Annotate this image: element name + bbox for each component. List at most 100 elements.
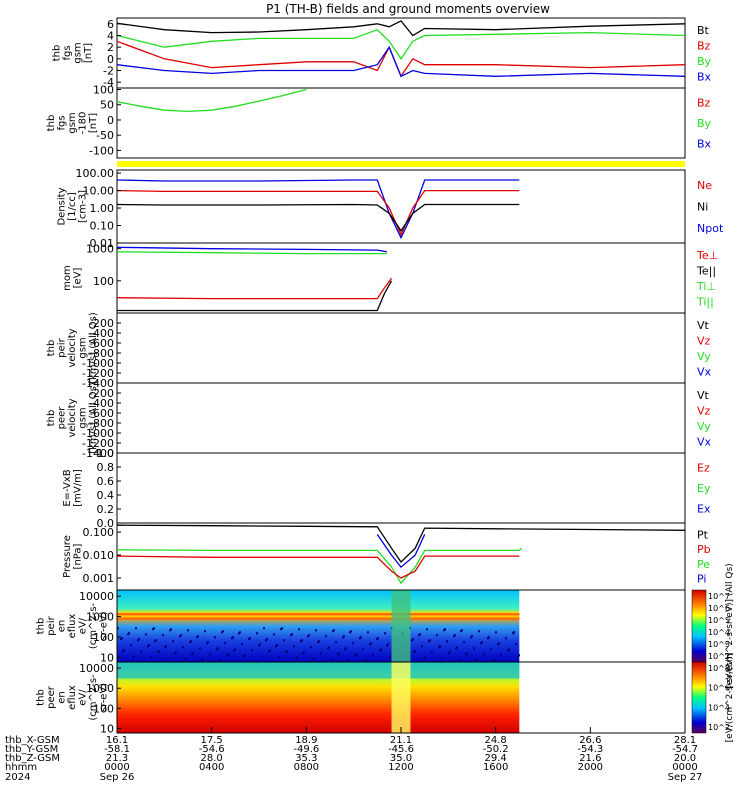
spectrogram-noise-pixel: [343, 635, 345, 638]
y-tick-label: 10000: [79, 662, 114, 675]
y-axis-label: eflux: [67, 614, 78, 639]
y-axis-label: (cm^2-s-: [88, 674, 99, 721]
spectrogram-noise-pixel: [446, 640, 448, 643]
axis-cell: 35.0: [390, 753, 412, 764]
spectrogram-noise-pixel: [286, 650, 288, 653]
legend-entry: Bz: [697, 39, 711, 52]
legend-entry: Npot: [697, 222, 724, 235]
y-axis-label: [eV]: [72, 268, 83, 289]
spectrogram-noise-pixel: [476, 658, 478, 661]
spectrogram-noise-pixel: [224, 642, 226, 645]
legend-entry: Pb: [697, 543, 711, 556]
legend-entry: Vz: [697, 404, 711, 417]
y-axis-label: gsm: [78, 407, 89, 428]
y-axis-label: [nT]: [83, 43, 94, 63]
spectrogram-noise-pixel: [372, 654, 374, 657]
axis-cell: -50.2: [483, 744, 509, 755]
y-tick-label: -100: [89, 144, 114, 157]
y-axis-label: thb: [46, 340, 57, 357]
spectrogram-noise-pixel: [384, 632, 386, 635]
y-tick-label: 0.01: [90, 237, 115, 250]
y-tick-label: -400: [89, 327, 114, 340]
axis-cell: 0000: [672, 762, 697, 773]
spectrogram-noise-pixel: [232, 636, 234, 639]
colorbar-tick: 10^3: [708, 640, 730, 649]
y-axis-label: thb: [46, 410, 57, 427]
panel-density: 100.00 10.00 1.00 0.10 0.01 Density [1/cc] [cm-…: [57, 167, 724, 250]
panel-frame: [116, 312, 686, 384]
panel-temperature: 1000 100 mom [eV] Te⊥ Te|| Ti⊥ Ti||: [62, 242, 718, 314]
spectrogram-noise-pixel: [426, 628, 428, 631]
spectrogram-noise-pixel: [444, 628, 446, 631]
axis-cell: 18.9: [295, 735, 317, 746]
spectrogram-noise-pixel: [197, 635, 199, 638]
legend-entry: Pe: [697, 558, 710, 571]
spectrogram-noise-pixel: [308, 634, 310, 637]
axis-cell: -54.7: [672, 744, 698, 755]
spectrogram-noise-pixel: [249, 637, 251, 640]
legend-entry: Ti||: [696, 295, 714, 308]
legend-entry: Ez: [697, 461, 710, 474]
series-line-Pt: [116, 524, 686, 564]
y-tick-label: 0.2: [97, 503, 115, 516]
spectrogram-noise-pixel: [315, 629, 317, 632]
axis-cell: 26.6: [579, 735, 601, 746]
y-axis-label: eV/: [78, 689, 89, 706]
spectrogram-noise-pixel: [320, 652, 322, 655]
axis-cell: -45.6: [388, 744, 414, 755]
y-tick-label: 0.10: [90, 220, 115, 233]
spectrogram-noise-pixel: [510, 660, 512, 663]
spectrogram-noise-pixel: [333, 629, 335, 632]
axis-row-label: thb_Y-GSM: [5, 744, 58, 755]
y-tick-label: -50: [96, 129, 114, 142]
y-axis-label: fgs: [57, 115, 68, 130]
series-line-Pi: [376, 534, 426, 569]
spectrogram-noise-pixel: [478, 630, 480, 633]
series-line-Pb: [116, 555, 520, 579]
colorbar-tick: 10^4: [708, 628, 730, 637]
spectrogram-noise-pixel: [130, 644, 132, 647]
spectrogram-noise-pixel: [419, 633, 421, 636]
spectrogram-noise-pixel: [133, 655, 135, 658]
series-line-Ni: [116, 203, 520, 232]
spectrogram-noise-pixel: [298, 628, 300, 631]
spectrogram-noise-pixel: [158, 650, 160, 653]
axis-cell: 21.1: [390, 735, 412, 746]
spectrogram-noise-pixel: [515, 643, 517, 646]
y-tick-label: 1.0: [97, 447, 115, 460]
series-line-Bt: [116, 20, 686, 37]
y-tick-label: 10: [100, 723, 114, 736]
spectrogram-noise-pixel: [204, 630, 206, 633]
spectrogram-noise-pixel: [123, 649, 125, 652]
colorbar-tick: 10^2: [708, 652, 730, 661]
spectrogram-noise-pixel: [463, 641, 465, 644]
y-tick-label: 1000: [86, 243, 114, 256]
spectrogram-noise-pixel: [454, 634, 456, 637]
y-tick-label: 0.0: [97, 517, 115, 530]
legend-entry: Pt: [697, 528, 709, 541]
y-tick-label: -400: [89, 397, 114, 410]
y-tick-label: 50: [100, 99, 114, 112]
spectrogram-noise-pixel: [153, 627, 155, 630]
spectrogram-noise-pixel: [389, 655, 391, 658]
panel-frame: [116, 242, 686, 314]
legend-entry: By: [697, 55, 712, 68]
spectrogram-noise-pixel: [180, 634, 182, 637]
y-axis-label: thb: [36, 689, 47, 706]
axis-row-label: thb_Z-GSM: [5, 753, 60, 764]
y-tick-label: 6: [107, 18, 114, 31]
spectrogram-noise-pixel: [488, 636, 490, 639]
y-tick-label: 0: [107, 53, 114, 66]
spectrogram-noise-pixel: [259, 643, 261, 646]
legend-entry: Bx: [697, 70, 712, 83]
axis-row-label: hhmm: [5, 762, 37, 773]
axis-cell: Sep 27: [668, 772, 703, 783]
y-tick-label: 1000: [86, 611, 114, 624]
spectrogram-noise-pixel: [266, 638, 268, 641]
panel-peer_velocity: -200-400-600-800-1000-1200-1400 thb peer ve…: [46, 382, 712, 460]
panel-pressure: 0.100 0.010 0.001 Pressure [nPa] Pt Pb Pe Pi: [62, 522, 711, 591]
y-tick-label: -1200: [82, 437, 114, 450]
spectrogram-noise-pixel: [192, 652, 194, 655]
